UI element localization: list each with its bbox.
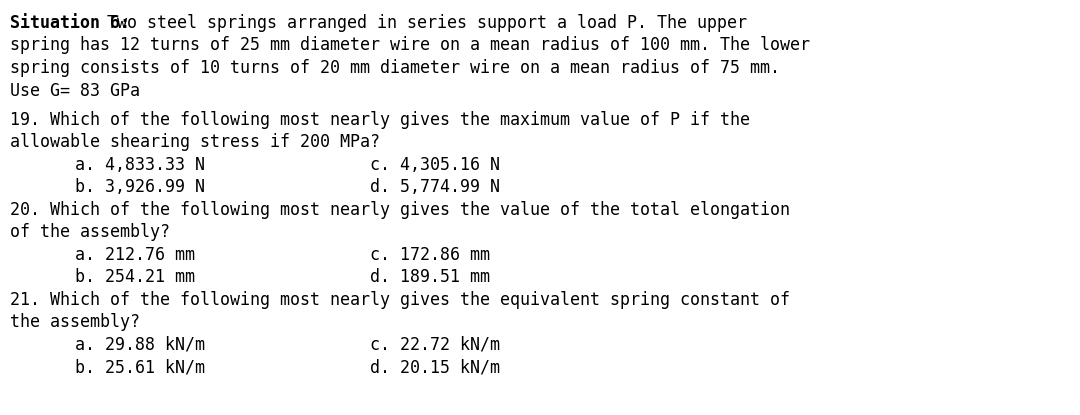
Text: c. 172.86 mm: c. 172.86 mm (370, 246, 490, 264)
Text: a. 4,833.33 N: a. 4,833.33 N (75, 156, 205, 174)
Text: Situation 6:: Situation 6: (10, 14, 130, 32)
Text: of the assembly?: of the assembly? (10, 223, 170, 241)
Text: Two steel springs arranged in series support a load P. The upper: Two steel springs arranged in series sup… (96, 14, 746, 32)
Text: a. 212.76 mm: a. 212.76 mm (75, 246, 195, 264)
Text: b. 3,926.99 N: b. 3,926.99 N (75, 178, 205, 196)
Text: 21. Which of the following most nearly gives the equivalent spring constant of: 21. Which of the following most nearly g… (10, 291, 789, 309)
Text: the assembly?: the assembly? (10, 313, 140, 331)
Text: c. 22.72 kN/m: c. 22.72 kN/m (370, 336, 500, 354)
Text: d. 189.51 mm: d. 189.51 mm (370, 268, 490, 286)
Text: Use G= 83 GPa: Use G= 83 GPa (10, 81, 140, 100)
Text: d. 5,774.99 N: d. 5,774.99 N (370, 178, 500, 196)
Text: spring has 12 turns of 25 mm diameter wire on a mean radius of 100 mm. The lower: spring has 12 turns of 25 mm diameter wi… (10, 37, 810, 54)
Text: a. 29.88 kN/m: a. 29.88 kN/m (75, 336, 205, 354)
Text: d. 20.15 kN/m: d. 20.15 kN/m (370, 358, 500, 376)
Text: c. 4,305.16 N: c. 4,305.16 N (370, 156, 500, 174)
Text: b. 254.21 mm: b. 254.21 mm (75, 268, 195, 286)
Text: spring consists of 10 turns of 20 mm diameter wire on a mean radius of 75 mm.: spring consists of 10 turns of 20 mm dia… (10, 59, 780, 77)
Text: b. 25.61 kN/m: b. 25.61 kN/m (75, 358, 205, 376)
Text: 19. Which of the following most nearly gives the maximum value of P if the: 19. Which of the following most nearly g… (10, 111, 750, 129)
Text: allowable shearing stress if 200 MPa?: allowable shearing stress if 200 MPa? (10, 133, 380, 151)
Text: 20. Which of the following most nearly gives the value of the total elongation: 20. Which of the following most nearly g… (10, 201, 789, 219)
